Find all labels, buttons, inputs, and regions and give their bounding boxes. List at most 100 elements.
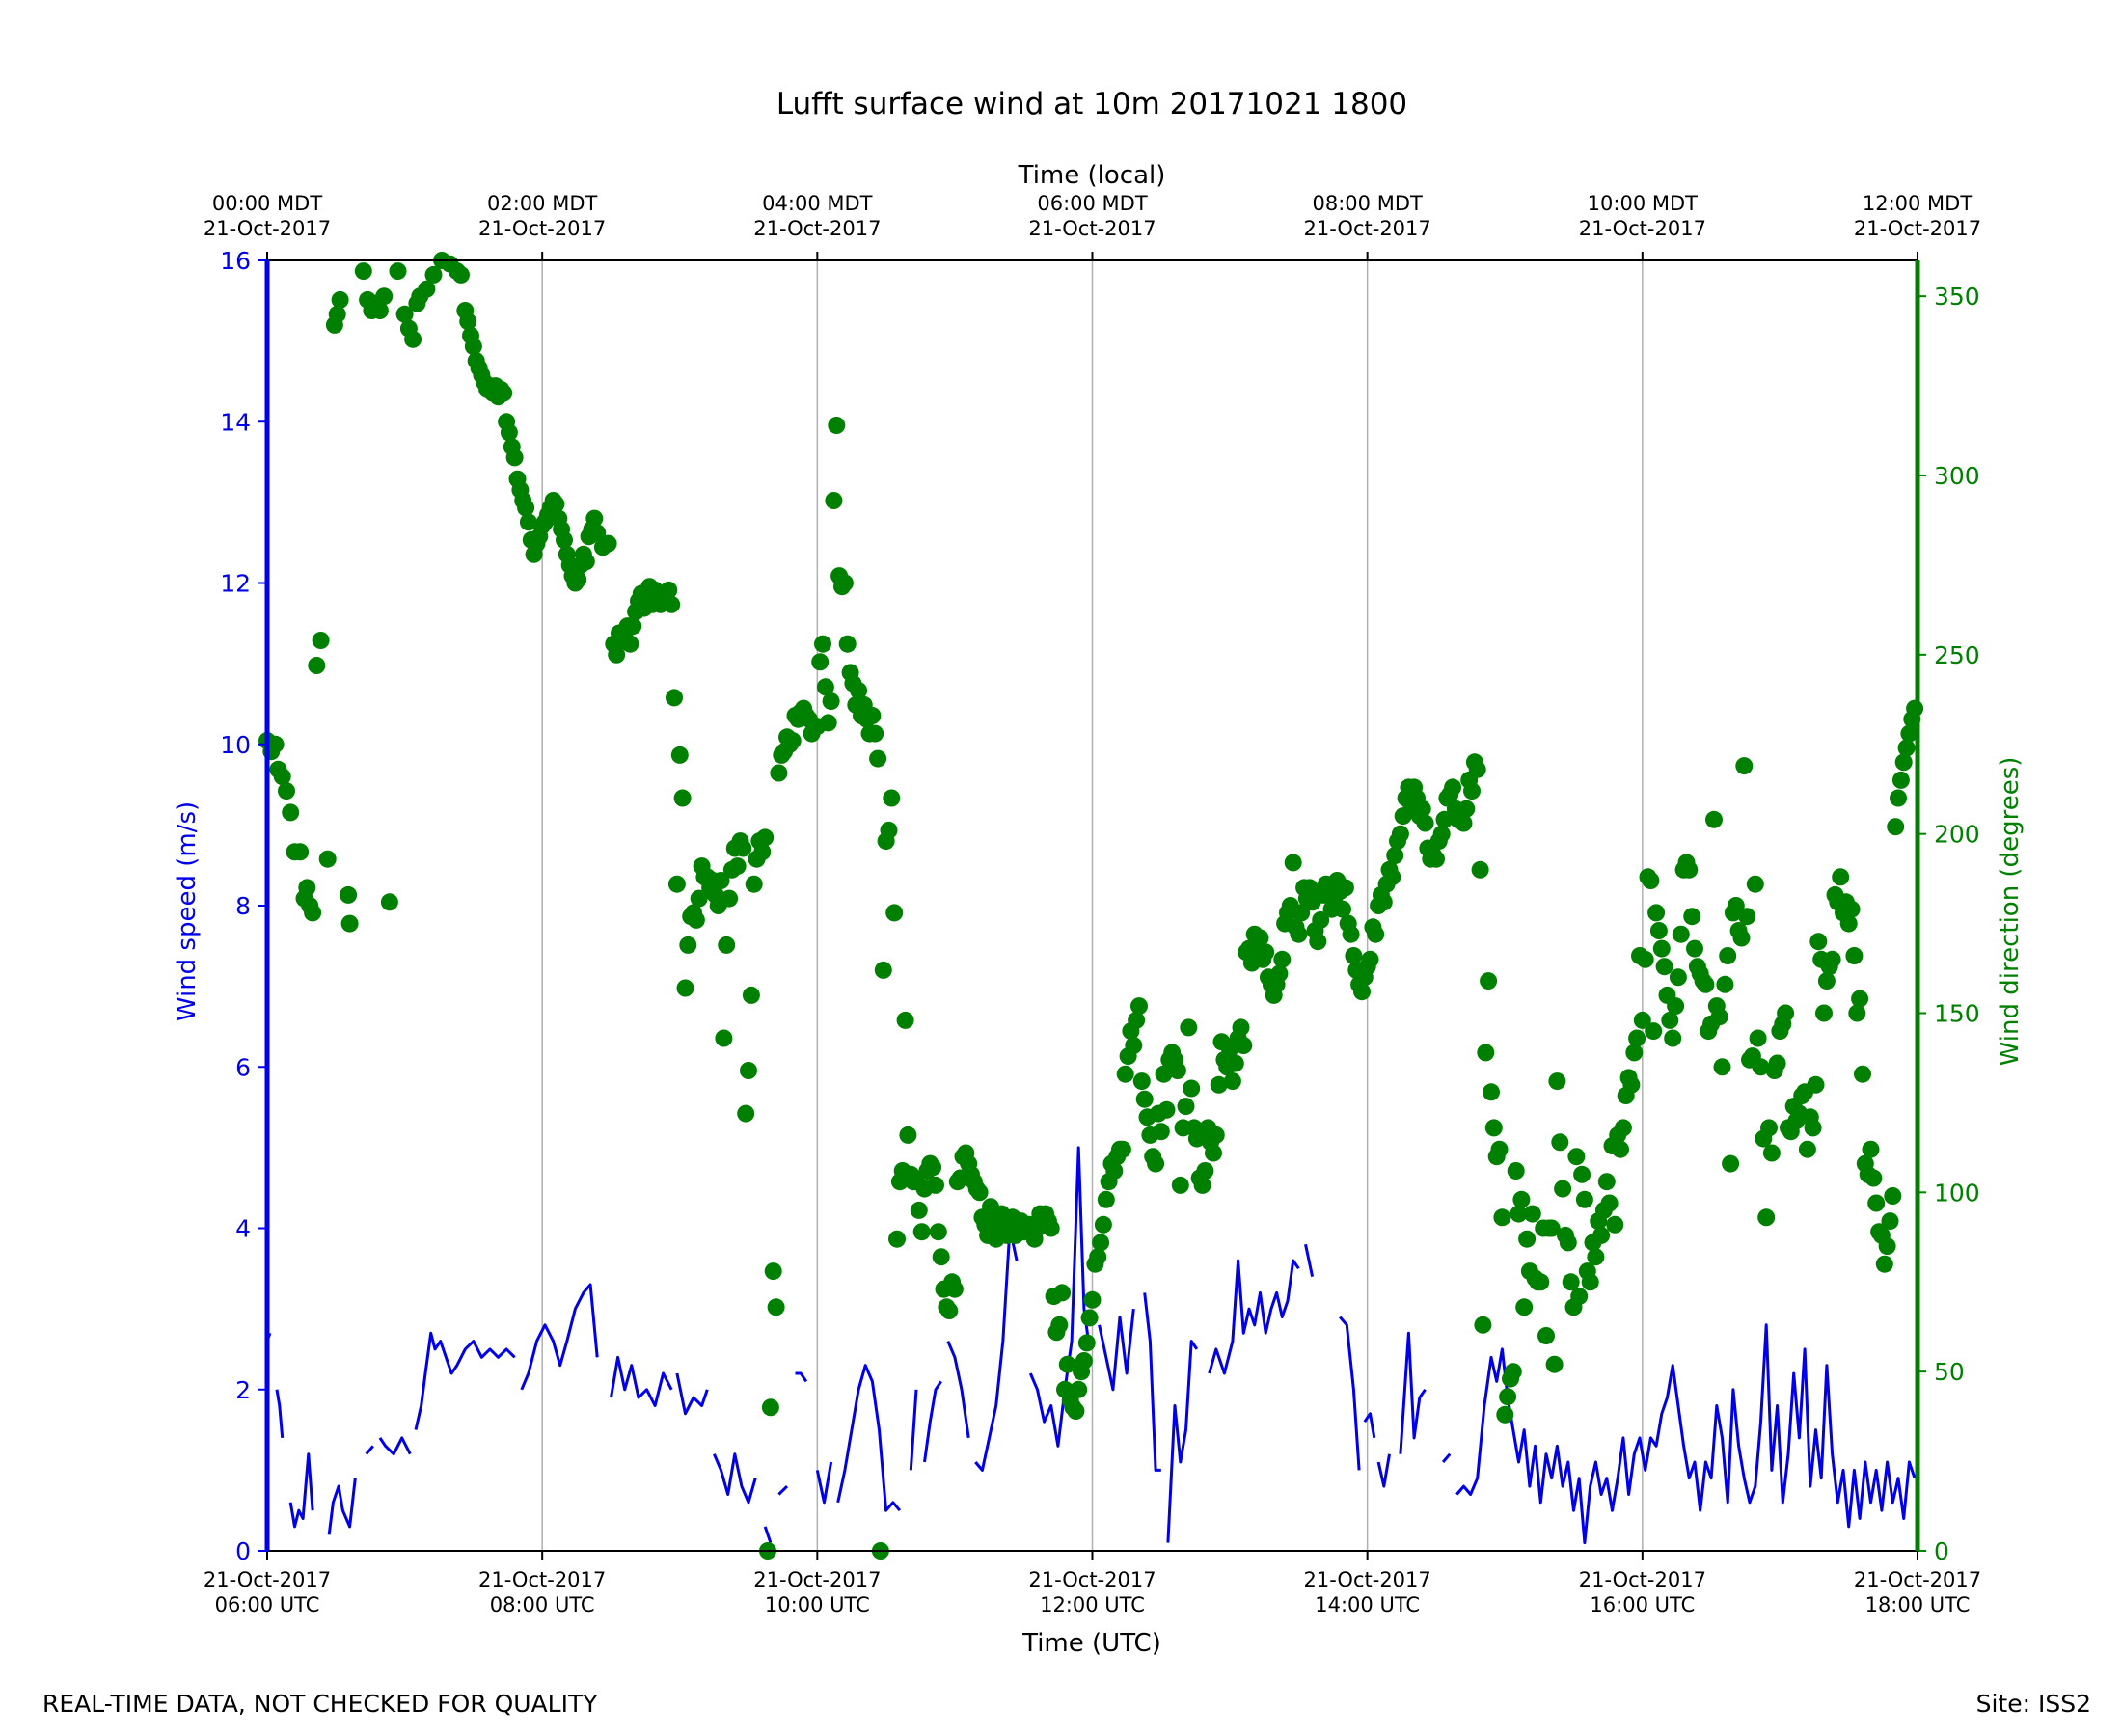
wind-direction-point bbox=[1152, 1123, 1170, 1141]
wind-direction-point bbox=[1496, 1405, 1514, 1424]
wind-direction-point bbox=[1570, 1288, 1589, 1306]
y-left-tick-label: 2 bbox=[235, 1376, 251, 1404]
wind-direction-point bbox=[452, 265, 470, 284]
wind-direction-point bbox=[1132, 1072, 1151, 1091]
wind-direction-point bbox=[1649, 922, 1668, 939]
wind-speed-line bbox=[1455, 1323, 1917, 1545]
wind-direction-point bbox=[380, 893, 398, 911]
wind-direction-point bbox=[1226, 1054, 1244, 1072]
wind-direction-point bbox=[742, 986, 760, 1004]
wind-direction-point bbox=[577, 553, 595, 571]
wind-speed-line bbox=[946, 1341, 970, 1439]
wind-direction-point bbox=[1551, 1133, 1569, 1152]
wind-direction-point bbox=[1083, 1290, 1102, 1309]
wind-direction-point bbox=[1223, 1072, 1241, 1091]
wind-direction-point bbox=[712, 872, 730, 889]
wind-direction-point bbox=[1094, 1215, 1112, 1234]
wind-direction-point bbox=[676, 979, 694, 997]
wind-speed-line bbox=[275, 1389, 285, 1439]
wind-direction-point bbox=[667, 875, 686, 893]
wind-direction-point bbox=[1906, 699, 1924, 718]
wind-direction-point bbox=[1168, 1062, 1186, 1079]
wind-speed-line bbox=[1339, 1316, 1361, 1471]
wind-direction-point bbox=[761, 1398, 779, 1417]
wind-direction-point bbox=[328, 305, 346, 323]
wind-speed-line bbox=[777, 1485, 789, 1496]
wind-direction-point bbox=[1713, 1058, 1731, 1076]
wind-direction-point bbox=[500, 423, 518, 442]
wind-direction-point bbox=[1092, 1234, 1110, 1252]
wind-direction-point bbox=[624, 617, 642, 636]
bottom-axis-label: Time (UTC) bbox=[1021, 1629, 1161, 1658]
wind-direction-point bbox=[767, 1298, 785, 1316]
wind-direction-point bbox=[1575, 1190, 1593, 1208]
wind-direction-point bbox=[1532, 1273, 1550, 1291]
wind-speed-line bbox=[1441, 1452, 1452, 1463]
top-tick-label: 00:00 MDT bbox=[212, 192, 322, 215]
top-tick-label: 21-Oct-2017 bbox=[1028, 217, 1156, 240]
wind-direction-point bbox=[1292, 904, 1311, 922]
wind-direction-point bbox=[1587, 1248, 1605, 1266]
wind-direction-point bbox=[1455, 814, 1473, 832]
wind-direction-point bbox=[1251, 929, 1269, 947]
wind-direction-point bbox=[1507, 1162, 1525, 1180]
wind-direction-point bbox=[940, 1302, 959, 1319]
wind-direction-point bbox=[1809, 933, 1828, 951]
wind-direction-point bbox=[1762, 1144, 1781, 1162]
wind-speed-line bbox=[763, 1526, 773, 1544]
wind-direction-point bbox=[1257, 943, 1275, 962]
wind-direction-point bbox=[517, 499, 535, 517]
wind-direction-point bbox=[1548, 1072, 1566, 1091]
wind-direction-point bbox=[354, 262, 372, 281]
wind-speed-line bbox=[1363, 1412, 1376, 1439]
wind-direction-point bbox=[1116, 1065, 1134, 1083]
y-right-tick-label: 300 bbox=[1934, 462, 1980, 490]
wind-direction-point bbox=[495, 384, 513, 402]
wind-direction-point bbox=[814, 635, 831, 653]
wind-direction-point bbox=[1832, 868, 1850, 886]
wind-direction-point bbox=[1705, 810, 1723, 828]
wind-direction-point bbox=[273, 768, 291, 786]
wind-direction-point bbox=[1463, 782, 1481, 800]
top-tick-label: 06:00 MDT bbox=[1037, 192, 1147, 215]
wind-direction-point bbox=[1628, 1029, 1646, 1047]
wind-direction-point bbox=[1510, 1205, 1528, 1223]
wind-speed-line bbox=[1208, 1259, 1300, 1375]
top-tick-label: 21-Oct-2017 bbox=[1854, 217, 1981, 240]
wind-direction-point bbox=[1823, 950, 1841, 968]
wind-direction-point bbox=[1878, 1237, 1896, 1256]
wind-direction-point bbox=[1207, 1126, 1225, 1144]
wind-direction-point bbox=[1559, 1234, 1577, 1252]
wind-direction-point bbox=[883, 789, 901, 807]
wind-direction-point bbox=[291, 843, 310, 861]
wind-speed-line bbox=[414, 1331, 516, 1430]
x-tick-label: 18:00 UTC bbox=[1865, 1593, 1971, 1616]
x-tick-label: 10:00 UTC bbox=[765, 1593, 870, 1616]
wind-direction-point bbox=[1854, 1065, 1871, 1083]
wind-direction-point bbox=[505, 448, 524, 467]
wind-direction-point bbox=[1391, 825, 1409, 843]
wind-direction-point bbox=[1738, 908, 1756, 926]
wind-direction-series bbox=[258, 252, 1924, 1560]
wind-direction-point bbox=[1891, 771, 1910, 789]
wind-direction-point bbox=[1842, 900, 1861, 918]
wind-direction-point bbox=[1667, 997, 1685, 1016]
wind-direction-point bbox=[728, 857, 747, 876]
wind-direction-point bbox=[1655, 958, 1673, 976]
wind-direction-point bbox=[1890, 789, 1907, 807]
top-axis-label: Time (local) bbox=[1018, 161, 1166, 190]
wind-direction-point bbox=[1483, 1083, 1500, 1101]
wind-direction-point bbox=[1474, 1316, 1492, 1334]
right-axis-label: Wind direction (degrees) bbox=[1996, 757, 2025, 1067]
wind-direction-point bbox=[404, 330, 422, 348]
wind-direction-point bbox=[1097, 1190, 1115, 1208]
wind-speed-line bbox=[365, 1445, 374, 1455]
y-right-tick-label: 350 bbox=[1934, 283, 1980, 311]
y-right-tick-label: 200 bbox=[1934, 821, 1980, 849]
wind-direction-point bbox=[588, 524, 607, 542]
top-tick-label: 10:00 MDT bbox=[1588, 192, 1698, 215]
top-tick-label: 08:00 MDT bbox=[1313, 192, 1423, 215]
wind-direction-point bbox=[838, 635, 857, 653]
wind-direction-point bbox=[1798, 1140, 1816, 1158]
